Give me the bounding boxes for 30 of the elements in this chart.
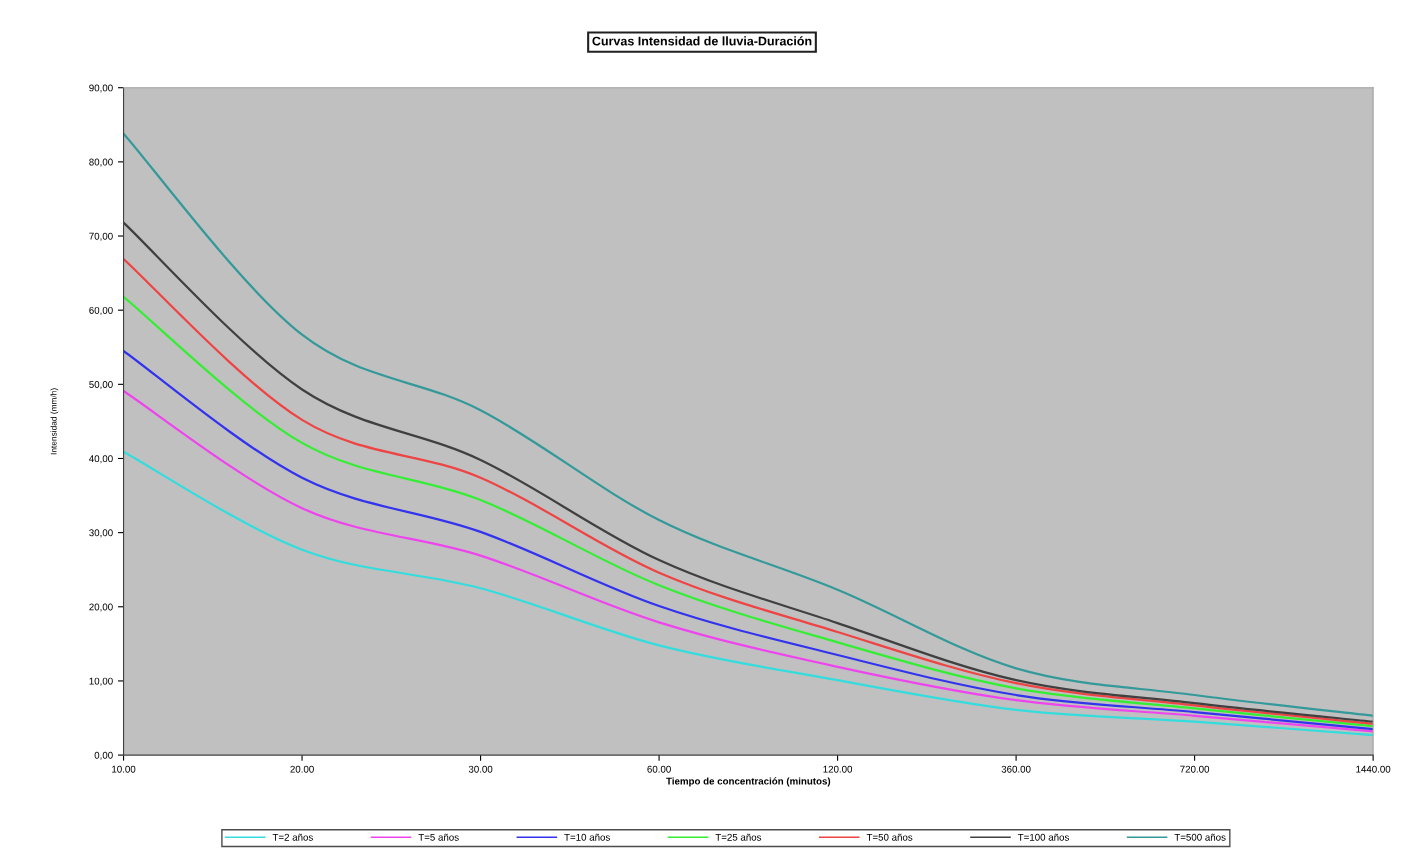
y-tick-label: 70,00 — [89, 232, 113, 241]
y-tick-label: 30,00 — [89, 529, 113, 538]
x-axis-title: Tiempo de concentración (minutos) — [666, 777, 831, 787]
y-tick-label: 60,00 — [89, 306, 113, 315]
y-tick-label: 80,00 — [89, 158, 113, 167]
legend-label: T=100 años — [1017, 833, 1069, 841]
y-tick-label: 90,00 — [89, 84, 113, 93]
y-tick-label: 10,00 — [89, 677, 113, 686]
legend-label: T=5 años — [418, 833, 459, 841]
x-tick-label: 60.00 — [647, 765, 671, 773]
chart-title: Curvas Intensidad de lluvia-Duración — [592, 36, 812, 46]
legend-label: T=10 años — [564, 833, 610, 841]
y-tick-label: 0,00 — [94, 751, 113, 760]
y-tick-label: 50,00 — [89, 381, 113, 390]
x-tick-label: 20.00 — [290, 765, 314, 773]
x-tick-label: 360.00 — [1001, 765, 1031, 773]
legend-label: T=50 años — [866, 833, 913, 841]
y-tick-label: 20,00 — [89, 603, 113, 612]
y-axis-title: Intensidad (mm/h) — [50, 388, 59, 455]
line-series — [123, 450, 1374, 737]
legend-label: T=25 años — [715, 833, 762, 841]
legend-label: T=500 años — [1174, 833, 1226, 841]
y-tick-label: 40,00 — [89, 455, 113, 464]
x-tick-label: 720.00 — [1180, 765, 1210, 773]
x-tick-label: 30.00 — [468, 765, 493, 773]
x-tick-label: 120.00 — [823, 765, 853, 773]
line-series — [123, 132, 1374, 717]
x-tick-label: 10.00 — [112, 765, 136, 773]
legend-label: T=2 años — [272, 833, 313, 841]
x-tick-label: 1440.00 — [1356, 765, 1391, 773]
